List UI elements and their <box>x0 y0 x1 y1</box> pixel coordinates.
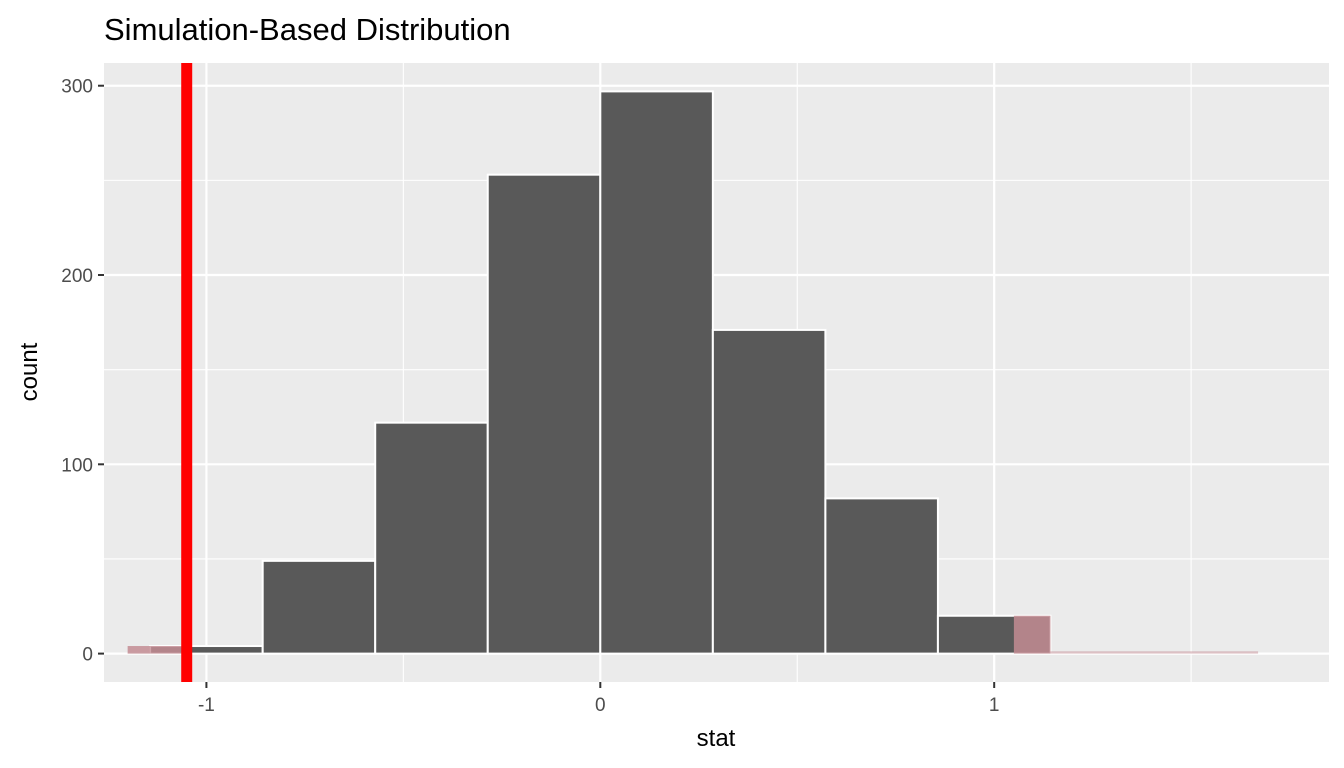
histogram-bars <box>149 90 1052 655</box>
shaded-tail-segment <box>127 646 151 654</box>
x-tick-label: -1 <box>198 695 215 716</box>
histogram-bar <box>261 559 377 655</box>
histogram-bar <box>486 173 602 655</box>
y-axis-title: count <box>16 342 43 401</box>
histogram-bar <box>374 421 489 655</box>
histogram-bar <box>711 328 827 655</box>
shaded-bar-segment <box>150 646 187 654</box>
shaded-regions <box>127 615 1259 654</box>
y-tick-label: 300 <box>61 77 93 98</box>
chart-title: Simulation-Based Distribution <box>104 12 511 47</box>
x-axis-title: stat <box>697 725 736 752</box>
histogram-bar <box>599 90 714 655</box>
y-tick-label: 0 <box>82 645 93 666</box>
shaded-tail-segment <box>1050 651 1259 654</box>
y-tick-label: 200 <box>61 266 93 287</box>
x-tick-label: 1 <box>989 695 1000 716</box>
axes: -1 0 1 0 100 200 300 <box>61 77 999 716</box>
y-tick-label: 100 <box>61 455 93 476</box>
x-tick-label: 0 <box>595 695 606 716</box>
histogram-bar <box>824 497 939 655</box>
shaded-bar-segment <box>1013 615 1051 654</box>
